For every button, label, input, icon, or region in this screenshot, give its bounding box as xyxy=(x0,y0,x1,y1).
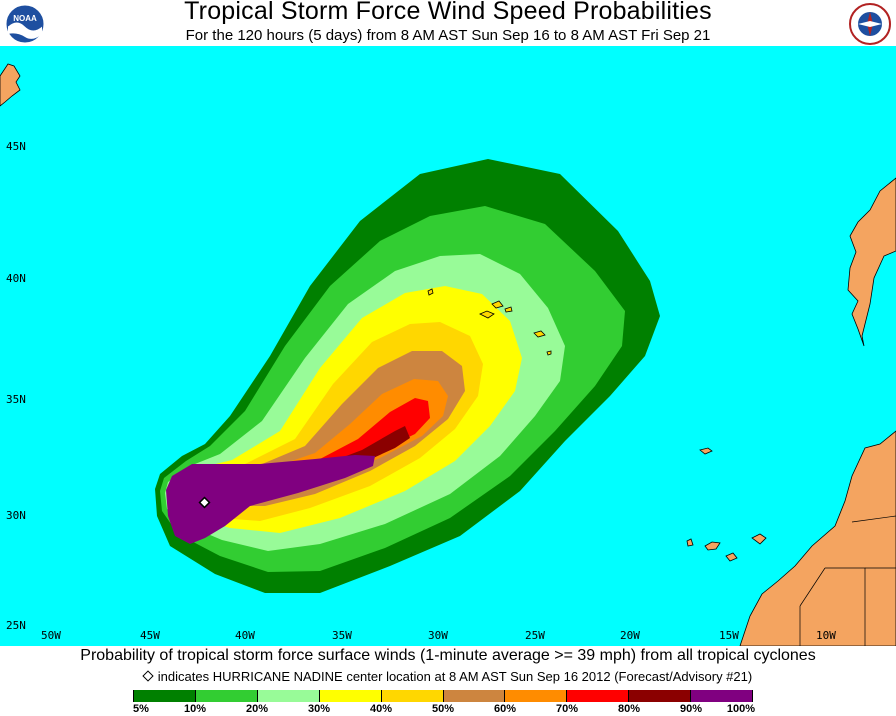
lat-label-30n: 30N xyxy=(6,509,26,522)
canary-1 xyxy=(704,541,721,551)
lat-label-40n: 40N xyxy=(6,272,26,285)
marker-note: indicates HURRICANE NADINE center locati… xyxy=(0,669,896,684)
lon-label-45w: 45W xyxy=(140,629,160,642)
probability-map: 45N 40N 35N 30N 25N 50W 45W 40W 35W 30W … xyxy=(0,46,896,646)
legend-swatch xyxy=(567,690,630,702)
map-caption: Probability of tropical storm force surf… xyxy=(80,647,816,664)
lon-label-35w: 35W xyxy=(332,629,352,642)
noaa-logo: NOAA xyxy=(5,4,45,44)
legend-label: 80% xyxy=(617,703,641,715)
legend-swatch xyxy=(319,690,382,702)
page-subtitle: For the 120 hours (5 days) from 8 AM AST… xyxy=(185,27,711,44)
borders xyxy=(799,515,896,646)
azores xyxy=(427,288,552,356)
lon-label-25w: 25W xyxy=(525,629,545,642)
color-legend xyxy=(133,690,754,702)
marker-note-text: indicates HURRICANE NADINE center locati… xyxy=(157,669,753,684)
legend-label: 90% xyxy=(679,703,703,715)
legend-label: 30% xyxy=(307,703,331,715)
longitude-labels: 50W 45W 40W 35W 30W 25W 20W 15W 10W xyxy=(41,629,836,642)
lat-label-25n: 25N xyxy=(6,619,26,632)
page-title: Tropical Storm Force Wind Speed Probabil… xyxy=(184,0,712,25)
legend-swatch xyxy=(133,690,196,702)
lat-label-35n: 35N xyxy=(6,393,26,406)
legend-swatch xyxy=(691,690,754,702)
svg-text:NOAA: NOAA xyxy=(13,14,37,23)
greenland-coast xyxy=(0,63,21,107)
canary-2 xyxy=(725,552,738,562)
africa xyxy=(739,430,896,646)
legend-label: 40% xyxy=(369,703,393,715)
land xyxy=(0,63,896,646)
legend-swatch xyxy=(381,690,444,702)
nws-logo xyxy=(849,3,891,45)
probability-swath xyxy=(155,159,660,593)
latitude-labels: 45N 40N 35N 30N 25N xyxy=(6,140,26,632)
madeira xyxy=(699,447,713,455)
legend-swatch xyxy=(257,690,320,702)
lat-label-45n: 45N xyxy=(6,140,26,153)
lon-label-50w: 50W xyxy=(41,629,61,642)
lon-label-20w: 20W xyxy=(620,629,640,642)
canary-4 xyxy=(686,538,694,547)
lon-label-30w: 30W xyxy=(428,629,448,642)
legend-labels: 5% 10% 20% 30% 40% 50% 60% 70% 80% 90% 100% xyxy=(0,703,896,716)
legend-label: 20% xyxy=(245,703,269,715)
legend-label: 5% xyxy=(133,703,149,715)
lon-label-10w: 10W xyxy=(816,629,836,642)
legend-label: 100% xyxy=(726,703,756,715)
iberia xyxy=(847,177,896,347)
prob-60-region xyxy=(174,379,448,498)
footer: Probability of tropical storm force surf… xyxy=(0,646,896,716)
diamond-marker-icon xyxy=(142,670,154,682)
legend-swatch xyxy=(505,690,568,702)
legend-swatch xyxy=(443,690,506,702)
lon-label-40w: 40W xyxy=(235,629,255,642)
legend-label: 70% xyxy=(555,703,579,715)
canary-3 xyxy=(751,533,767,545)
legend-swatch xyxy=(195,690,258,702)
legend-swatch xyxy=(629,690,692,702)
lon-label-15w: 15W xyxy=(719,629,739,642)
legend-label: 50% xyxy=(431,703,455,715)
storm-center-marker xyxy=(198,496,211,509)
legend-label: 60% xyxy=(493,703,517,715)
header: NOAA Tropical Storm Force Wind Speed Pro… xyxy=(0,0,896,46)
legend-label: 10% xyxy=(183,703,207,715)
prob-90-100-region xyxy=(166,455,375,544)
